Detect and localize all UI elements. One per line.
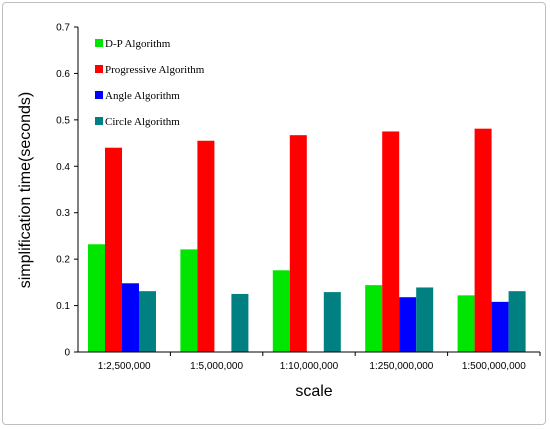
x-tick-label: 1:10,000,000 — [280, 361, 339, 372]
bar-d-p-algorithm-4 — [457, 295, 475, 352]
bar-angle-algorithm-4 — [491, 301, 509, 352]
legend: D-P Algorithm Progressive Algorithm Angle … — [95, 38, 205, 128]
y-tick-label: 0.5 — [56, 115, 70, 126]
y-tick-label: 0.4 — [56, 162, 70, 173]
x-tick-label: 1:250,000,000 — [369, 361, 433, 372]
legend-label: Circle Algorithm — [105, 116, 180, 128]
bar-circle-algorithm-2 — [323, 292, 341, 352]
legend-label: D-P Algorithm — [105, 38, 171, 50]
y-tick-labels: 0 0.1 0.2 0.3 0.4 0.5 0.6 0.7 — [56, 23, 70, 359]
axes-group — [74, 26, 541, 356]
bar-circle-algorithm-3 — [416, 287, 434, 352]
bar-d-p-algorithm-0 — [88, 244, 105, 352]
bar-d-p-algorithm-2 — [272, 270, 290, 352]
y-tick-label: 0.2 — [56, 255, 70, 266]
bar-angle-algorithm-0 — [122, 283, 139, 352]
bar-progressive-algorithm-1 — [197, 140, 215, 352]
legend-swatch — [95, 91, 103, 99]
y-axis-title: simplification time(seconds) — [17, 92, 34, 289]
bar-circle-algorithm-4 — [508, 291, 526, 352]
y-tick-label: 0.6 — [56, 69, 70, 80]
x-tick-labels: 1:2,500,000 1:5,000,000 1:10,000,000 1:250,… — [98, 361, 526, 372]
legend-label: Angle Algorithm — [105, 90, 180, 102]
chart-frame — [2, 2, 546, 425]
bar-circle-algorithm-0 — [139, 291, 156, 352]
bar-angle-algorithm-3 — [399, 297, 417, 352]
y-tick-label: 0.3 — [56, 208, 70, 219]
x-tick-label: 1:2,500,000 — [98, 361, 151, 372]
bar-progressive-algorithm-4 — [474, 128, 492, 352]
bar-progressive-algorithm-3 — [382, 131, 400, 352]
bar-d-p-algorithm-1 — [180, 249, 198, 352]
legend-label: Progressive Algorithm — [105, 64, 205, 76]
bar-progressive-algorithm-0 — [105, 147, 122, 352]
y-tick-label: 0.7 — [56, 23, 70, 34]
bar-circle-algorithm-1 — [231, 293, 249, 352]
legend-swatch — [95, 39, 103, 47]
legend-swatch — [95, 117, 103, 125]
y-tick-label: 0.1 — [56, 301, 70, 312]
x-tick-label: 1:500,000,000 — [462, 361, 526, 372]
x-axis-title: scale — [295, 383, 332, 400]
y-tick-label: 0 — [64, 348, 70, 359]
bar-progressive-algorithm-2 — [289, 135, 307, 352]
bar-d-p-algorithm-3 — [365, 285, 383, 352]
legend-swatch — [95, 65, 103, 73]
x-tick-label: 1:5,000,000 — [190, 361, 243, 372]
bars-group — [88, 128, 526, 352]
